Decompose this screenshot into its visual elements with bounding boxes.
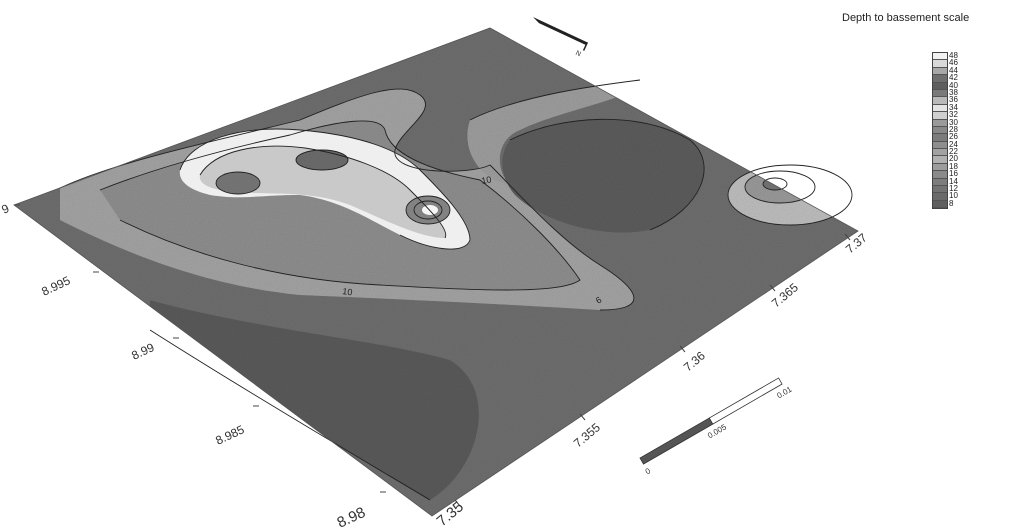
x-axis-tick-label: 7.355 xyxy=(571,420,603,450)
north-arrow-label: N xyxy=(574,50,582,58)
legend-swatch xyxy=(933,97,947,105)
legend-swatch xyxy=(933,60,947,68)
legend-swatch xyxy=(933,193,947,201)
contour-channel-east xyxy=(467,80,641,185)
contour-band-inner-light xyxy=(199,146,446,238)
legend-swatch xyxy=(933,89,947,98)
legend-swatch xyxy=(933,112,947,120)
y-axis-tick-label: 8.985 xyxy=(213,422,246,448)
y-axis-tick-label: 9 xyxy=(0,201,12,217)
legend-swatch xyxy=(933,75,947,83)
legend-swatch xyxy=(933,186,947,194)
legend-swatch xyxy=(933,178,947,187)
y-axis-tick-label: 8.98 xyxy=(335,504,369,531)
x-axis-tick-label: 7.36 xyxy=(681,348,708,374)
legend-level-label: 20 xyxy=(949,154,958,164)
y-axis-tick-label: 8.99 xyxy=(129,340,156,363)
legend-swatch xyxy=(933,141,947,150)
legend-level-label: 44 xyxy=(949,65,958,75)
legend-level-label: 12 xyxy=(949,184,958,194)
contour-lines xyxy=(59,79,853,501)
contour-basin-east xyxy=(502,119,705,233)
legend-level-label: 28 xyxy=(949,124,958,134)
legend-level-label: 42 xyxy=(949,73,958,83)
legend-swatch xyxy=(933,156,947,164)
legend-swatch xyxy=(933,53,947,61)
legend-level-label: 22 xyxy=(949,147,958,157)
legend-level-label: 34 xyxy=(949,102,958,112)
scale-bar-label: 0 xyxy=(644,466,653,476)
scale-bar-segment-light xyxy=(708,377,783,425)
legend-level-label: 18 xyxy=(949,161,958,171)
north-arrow-icon: N xyxy=(533,17,589,58)
legend-labels: 48 46 44 42 40 38 36 34 32 30 28 26 24 22 20 18 16 14 12 10… xyxy=(949,51,958,208)
x-axis xyxy=(454,233,851,507)
legend-level-label: 38 xyxy=(949,87,958,97)
y-axis-tick-label: 8.995 xyxy=(39,273,72,299)
contour-label: 10 xyxy=(342,286,353,297)
legend-color-bar xyxy=(932,52,948,210)
legend-swatch xyxy=(933,149,947,157)
depth-legend: Depth to bassement scale 48 46 44 42 40 38 36 3… xyxy=(842,8,1017,368)
x-axis-tick xyxy=(579,413,586,421)
legend-swatch xyxy=(933,82,947,90)
contour-basin-south xyxy=(150,300,479,500)
legend-level-label: 10 xyxy=(949,191,958,201)
legend-level-label: 30 xyxy=(949,117,958,127)
contour-label: 6 xyxy=(594,295,603,306)
legend-swatch xyxy=(933,119,947,127)
x-axis-tick xyxy=(454,499,461,507)
legend-level-label: 40 xyxy=(949,80,958,90)
legend-swatch xyxy=(933,126,947,135)
legend-swatch xyxy=(933,67,947,76)
legend-level-label: 14 xyxy=(949,176,958,186)
legend-level-label: 32 xyxy=(949,110,958,120)
x-axis-tick xyxy=(769,284,776,292)
legend-swatch xyxy=(933,134,947,142)
legend-swatch xyxy=(933,171,947,179)
legend-level-label: 26 xyxy=(949,132,958,142)
legend-level-label: 8 xyxy=(949,198,954,208)
legend-swatch xyxy=(933,104,947,113)
x-axis-tick xyxy=(679,345,686,353)
legend-swatch xyxy=(933,200,947,209)
scale-bar-label: 0.01 xyxy=(775,384,793,400)
scale-bar-segment-dark xyxy=(639,417,714,465)
surface-outline xyxy=(13,27,859,517)
legend-level-label: 24 xyxy=(949,139,958,149)
depth-surface xyxy=(13,27,859,517)
legend-swatch xyxy=(933,163,947,172)
contour-low-west xyxy=(216,172,260,194)
legend-level-label: 36 xyxy=(949,95,958,105)
legend-level-label: 48 xyxy=(949,51,958,60)
contour-low-north xyxy=(296,150,348,170)
legend-level-label: 46 xyxy=(949,58,958,68)
legend-level-label: 16 xyxy=(949,169,958,179)
contour-label: 10 xyxy=(481,174,493,186)
y-axis xyxy=(14,204,386,493)
x-axis-tick xyxy=(844,233,851,241)
legend-title: Depth to bassement scale xyxy=(842,12,970,24)
scale-bar: 0 0.005 0.01 xyxy=(639,377,794,476)
